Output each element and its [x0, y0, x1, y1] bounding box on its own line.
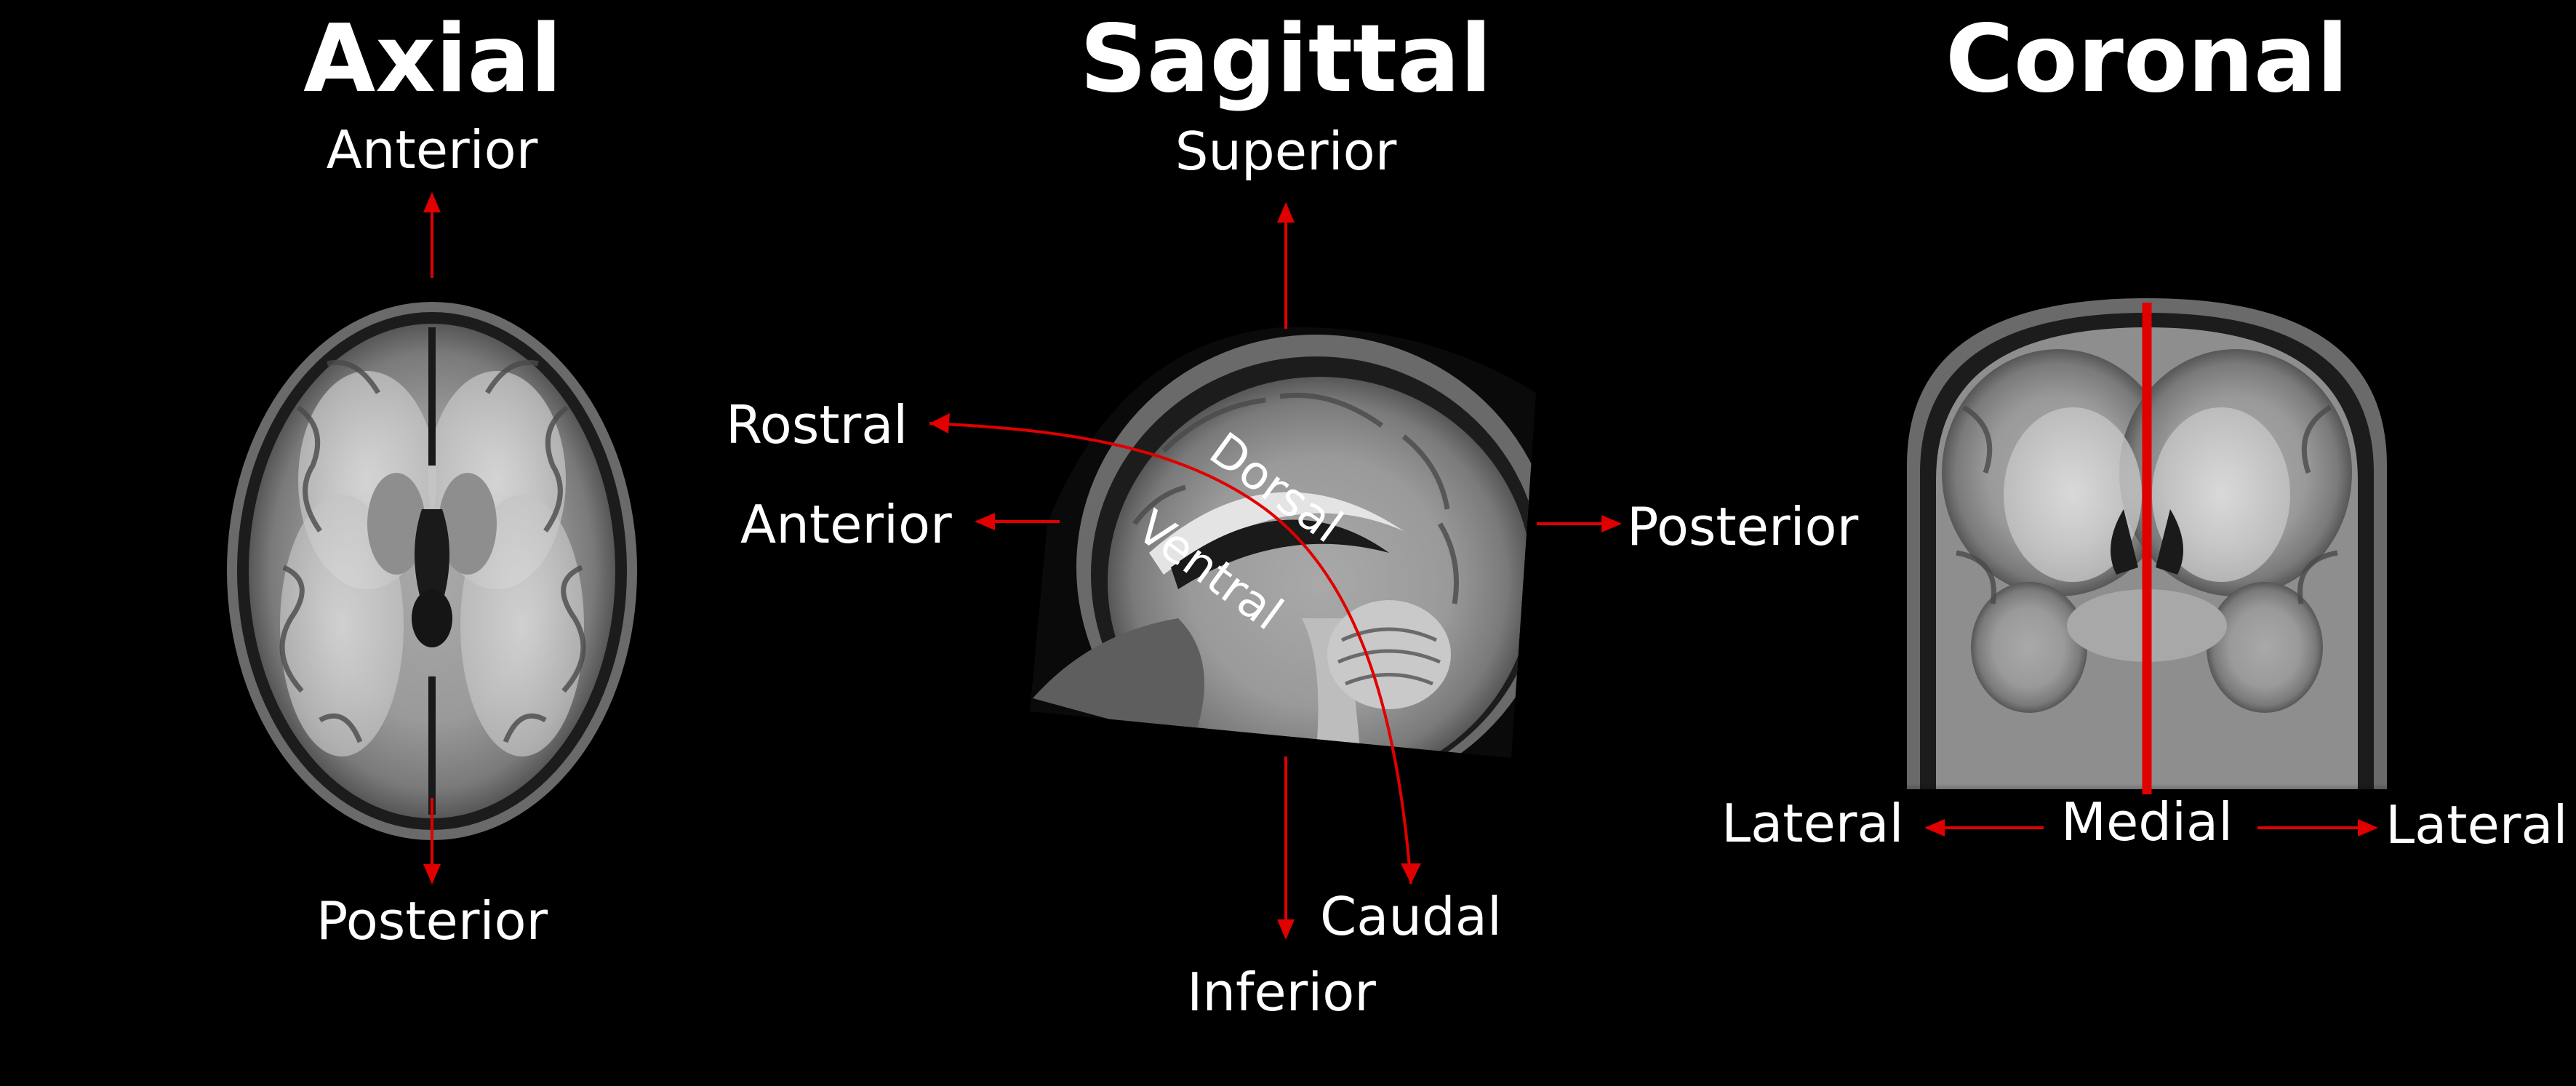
- axial-anterior-label: Anterior: [326, 119, 538, 180]
- sagittal-anterior-label: Anterior: [740, 494, 952, 555]
- sagittal-brain-image: [1030, 327, 1536, 758]
- axial-title: Axial: [303, 5, 562, 113]
- coronal-lateral-left-label: Lateral: [1721, 793, 1904, 854]
- sagittal-posterior-label: Posterior: [1627, 496, 1859, 557]
- caudal-arrowhead: [1401, 863, 1421, 884]
- coronal-medial-label: Medial: [2060, 791, 2233, 853]
- sagittal-title: Sagittal: [1079, 5, 1492, 113]
- rostral-arrowhead: [929, 413, 950, 434]
- axial-posterior-label: Posterior: [316, 890, 548, 951]
- coronal-title: Coronal: [1945, 5, 2349, 113]
- axial-brain-image: [227, 302, 637, 840]
- coronal-lateral-right-label: Lateral: [2385, 794, 2568, 855]
- rostral-caudal-curved-arrow: [929, 422, 1412, 885]
- sagittal-inferior-label: Inferior: [1187, 962, 1376, 1023]
- sagittal-caudal-label: Caudal: [1320, 886, 1502, 947]
- sagittal-rostral-label: Rostral: [726, 394, 908, 455]
- sagittal-superior-label: Superior: [1175, 121, 1397, 182]
